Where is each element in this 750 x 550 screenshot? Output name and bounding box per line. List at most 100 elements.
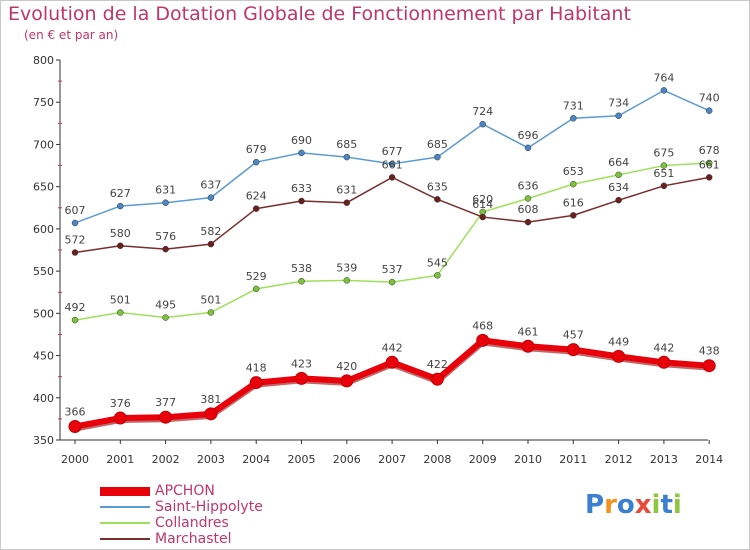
- data-point: [68, 419, 82, 433]
- y-tick-label: 800: [33, 54, 54, 67]
- data-label: 740: [699, 92, 720, 105]
- logo-letter: P: [585, 490, 605, 520]
- data-point: [660, 87, 668, 94]
- data-point: [705, 159, 713, 167]
- logo-letter: i: [672, 490, 682, 520]
- data-label: 381: [200, 393, 221, 406]
- data-point: [385, 355, 399, 369]
- data-label: 495: [155, 299, 176, 312]
- data-label: 538: [291, 262, 312, 275]
- x-tick-label: 2006: [333, 453, 361, 466]
- data-label: 492: [65, 301, 86, 314]
- data-point: [570, 115, 577, 122]
- y-tick-label: 700: [33, 138, 54, 151]
- data-point: [434, 196, 441, 203]
- data-point: [434, 153, 441, 161]
- data-point: [252, 285, 260, 293]
- data-label: 653: [563, 165, 584, 178]
- x-tick-label: 2014: [695, 453, 723, 466]
- data-label: 616: [563, 196, 584, 209]
- data-label: 678: [699, 144, 720, 157]
- data-point: [162, 245, 169, 253]
- data-point: [298, 197, 305, 205]
- data-label: 651: [653, 167, 674, 180]
- data-point: [524, 195, 532, 202]
- y-tick-label: 500: [33, 307, 54, 320]
- data-label: 624: [246, 190, 267, 203]
- data-label: 614: [472, 198, 493, 211]
- data-point: [295, 371, 308, 385]
- data-point: [388, 174, 396, 181]
- data-point: [388, 160, 396, 168]
- data-label: 690: [291, 134, 312, 147]
- chart-subtitle: (en € et par an): [24, 28, 119, 42]
- data-point: [615, 196, 622, 204]
- x-tick-label: 2007: [378, 453, 406, 466]
- y-tick-label: 450: [33, 350, 54, 363]
- data-label: 627: [110, 187, 131, 200]
- data-label: 366: [65, 405, 86, 418]
- data-label: 580: [110, 227, 131, 240]
- data-point: [159, 410, 173, 424]
- logo-letter: x: [634, 490, 652, 520]
- data-label: 420: [336, 360, 357, 373]
- data-label: 438: [699, 345, 720, 358]
- x-tick-label: 2001: [106, 453, 134, 466]
- data-point: [705, 174, 713, 181]
- data-label: 620: [472, 193, 493, 206]
- data-label: 633: [291, 182, 312, 195]
- data-label: 637: [200, 179, 221, 192]
- y-tick-label: 600: [33, 223, 54, 236]
- data-label: 685: [336, 138, 357, 151]
- data-label: 607: [65, 204, 86, 217]
- x-tick-label: 2003: [197, 453, 225, 466]
- data-label: 457: [563, 329, 584, 342]
- data-label: 576: [155, 230, 176, 243]
- data-point: [430, 372, 444, 386]
- data-point: [705, 107, 713, 114]
- data-label: 442: [382, 341, 403, 354]
- data-point: [521, 339, 535, 353]
- data-point: [162, 199, 169, 206]
- data-label: 679: [246, 143, 267, 156]
- data-point: [388, 278, 396, 286]
- data-point: [207, 194, 215, 201]
- x-tick-label: 2004: [242, 453, 270, 466]
- data-label: 539: [336, 261, 357, 274]
- data-point: [71, 219, 79, 227]
- data-point: [612, 349, 626, 363]
- data-point: [570, 212, 577, 219]
- data-label: 377: [155, 396, 176, 409]
- logo-letter: t: [660, 490, 673, 520]
- data-label: 661: [382, 158, 403, 171]
- data-label: 461: [518, 325, 539, 338]
- data-label: 636: [518, 179, 539, 192]
- data-label: 696: [518, 129, 539, 142]
- y-tick-label: 350: [33, 434, 54, 447]
- data-label: 631: [155, 184, 176, 197]
- legend-swatch: [100, 506, 150, 508]
- data-label: 685: [427, 138, 448, 151]
- data-point: [343, 153, 351, 161]
- y-tick-label: 400: [33, 392, 54, 405]
- data-label: 608: [518, 203, 539, 216]
- legend-label: APCHON: [155, 483, 215, 499]
- data-label: 675: [653, 147, 674, 160]
- data-point: [702, 359, 716, 373]
- data-point: [252, 205, 260, 212]
- data-point: [252, 158, 260, 166]
- data-label: 418: [246, 362, 267, 375]
- data-label: 677: [382, 145, 403, 158]
- data-label: 423: [291, 357, 312, 370]
- data-label: 422: [427, 358, 448, 371]
- data-point: [479, 120, 486, 128]
- chart-title: Evolution de la Dotation Globale de Fonc…: [8, 3, 631, 25]
- y-tick-label: 750: [33, 96, 54, 109]
- x-tick-label: 2000: [61, 453, 89, 466]
- proxiti-logo: Proxiti: [585, 490, 682, 520]
- y-tick-label: 550: [33, 265, 54, 278]
- legend-label: Marchastel: [155, 531, 232, 547]
- data-point: [615, 171, 622, 179]
- data-label: 724: [472, 105, 493, 118]
